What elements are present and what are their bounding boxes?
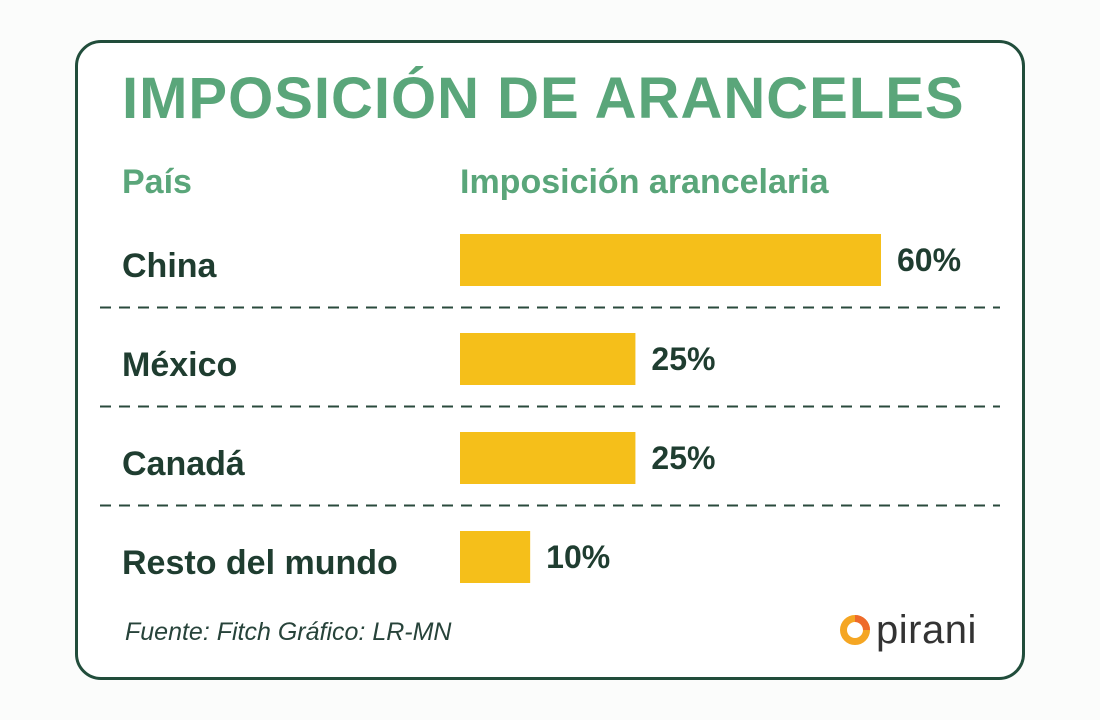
source-note: Fuente: Fitch Gráfico: LR-MN [125, 618, 452, 646]
category-label-3: Resto del mundo [122, 544, 398, 582]
value-column-header: Imposición arancelaria [460, 163, 829, 201]
value-label-3: 10% [546, 539, 610, 575]
value-label-2: 25% [651, 440, 715, 476]
bar-1 [460, 333, 636, 385]
category-label-0: China [122, 247, 218, 285]
bar-3 [460, 531, 531, 583]
country-column-header: País [122, 163, 192, 201]
bar-0 [460, 234, 881, 286]
brand-logo: pirani [838, 608, 977, 652]
brand-name: pirani [876, 608, 977, 652]
pirani-logo-icon [840, 615, 870, 645]
chart-title: IMPOSICIÓN DE ARANCELES [122, 66, 965, 131]
value-label-0: 60% [897, 242, 961, 278]
value-label-1: 25% [651, 341, 715, 377]
bar-2 [460, 432, 636, 484]
category-label-1: México [122, 346, 237, 384]
category-label-2: Canadá [122, 445, 245, 483]
